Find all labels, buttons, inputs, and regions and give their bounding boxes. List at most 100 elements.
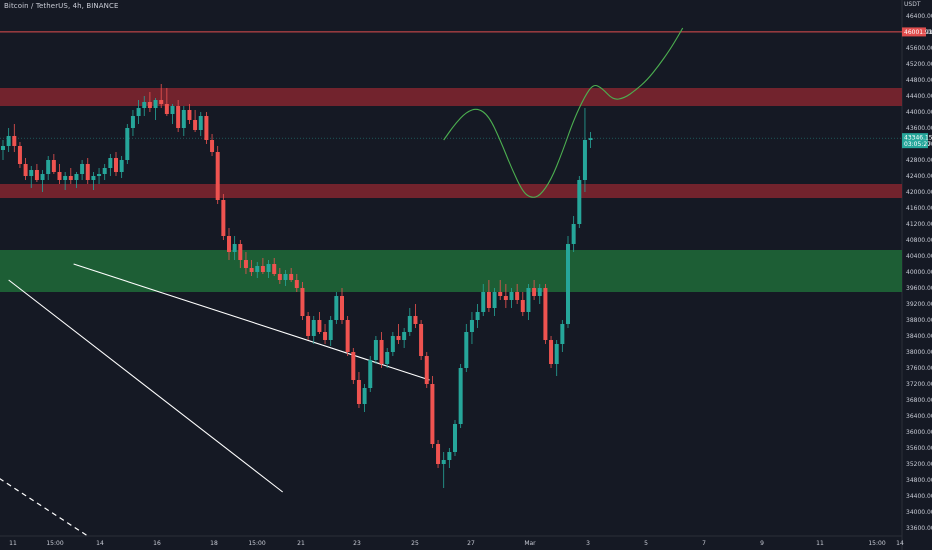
candle: [311, 316, 316, 344]
candle-body: [1, 146, 5, 150]
time-tick-label: 11: [9, 540, 17, 547]
price-tick-label: 34800.00: [906, 477, 932, 484]
candle-body: [402, 332, 407, 340]
candle: [255, 262, 260, 278]
candle-body: [362, 388, 367, 404]
candle-body: [413, 316, 418, 324]
candle-body: [430, 384, 435, 444]
candle: [97, 168, 102, 184]
candle: [300, 282, 305, 320]
candle: [498, 280, 503, 300]
candle: [238, 240, 243, 268]
candle: [193, 110, 198, 132]
candle-body: [243, 260, 248, 268]
candle: [34, 164, 39, 182]
wedge-trendline: [8, 279, 284, 493]
candle-body: [515, 292, 520, 300]
candle-body: [441, 460, 446, 464]
candle-body: [74, 174, 79, 180]
candle: [475, 304, 480, 328]
candle-body: [29, 170, 34, 176]
candle: [436, 440, 441, 468]
candle-body: [311, 320, 316, 336]
candle-body: [204, 116, 209, 140]
price-tick-label: 43600.00: [906, 125, 932, 132]
candle-body: [458, 368, 463, 424]
candle: [390, 332, 395, 356]
candle-body: [469, 320, 474, 332]
candle: [340, 288, 344, 324]
candle: [481, 284, 486, 316]
candle-body: [345, 320, 350, 352]
candle: [492, 288, 497, 316]
candle: [469, 312, 474, 344]
resistance-price-badge: 46001.91: [902, 27, 932, 37]
candle: [328, 316, 333, 346]
candle-body: [260, 266, 265, 272]
candle: [176, 100, 181, 132]
candle: [68, 168, 73, 184]
time-tick-label: 23: [353, 540, 361, 547]
candle: [277, 268, 282, 284]
candle-body: [407, 316, 412, 332]
candles: [1, 84, 593, 488]
candle: [147, 92, 152, 112]
candle-body: [125, 128, 130, 160]
candle: [108, 154, 113, 176]
candle-body: [51, 160, 56, 172]
candle-body: [215, 152, 220, 200]
candle-body: [187, 110, 192, 120]
price-tick-label: 45200.00: [906, 61, 932, 68]
candle-body: [396, 336, 401, 340]
candle: [503, 284, 508, 308]
candle: [289, 268, 294, 282]
candle-body: [97, 174, 102, 176]
price-tick-label: 40800.00: [906, 237, 932, 244]
candle-body: [238, 244, 243, 260]
candle-body: [447, 452, 452, 460]
candle: [243, 252, 248, 274]
candle-body: [486, 292, 491, 308]
candle: [159, 84, 164, 108]
price-tick-label: 35200.00: [906, 461, 932, 468]
candle-body: [368, 360, 373, 388]
time-tick-label: 5: [644, 540, 648, 547]
time-tick-label: 15:00: [248, 540, 265, 547]
candle: [125, 124, 130, 164]
candle-body: [582, 140, 587, 180]
time-tick-label: 27: [467, 540, 475, 547]
candle: [441, 452, 446, 488]
current-price-badge-bg: [902, 133, 928, 149]
candle: [351, 348, 356, 384]
candle: [560, 320, 565, 352]
price-axis[interactable]: 46400.0046000.0045600.0045200.0044800.00…: [906, 13, 932, 532]
candle-body: [588, 138, 593, 140]
candle-body: [509, 292, 514, 300]
price-tick-label: 41200.00: [906, 221, 932, 228]
candle: [136, 100, 141, 124]
candle: [345, 316, 350, 356]
dashed-trendline: [0, 478, 89, 537]
candle-body: [306, 316, 311, 336]
candle: [210, 134, 215, 156]
price-tick-label: 40000.00: [906, 269, 932, 276]
resistance-zone: [0, 88, 902, 106]
time-axis[interactable]: 11 15:00 14 16 18 15:00 21 23 25 27 Mar 3 5 7 9 11 15:00…: [9, 540, 904, 547]
candle-body: [34, 170, 39, 180]
candle-body: [164, 104, 169, 114]
candle-body: [114, 158, 118, 172]
candle: [12, 124, 17, 152]
candle: [430, 376, 435, 448]
candle-body: [63, 176, 68, 180]
candle-body: [379, 340, 384, 364]
projection-line: [443, 27, 684, 198]
time-tick-label: 7: [702, 540, 706, 547]
time-tick-label: 14: [896, 540, 904, 547]
candle-body: [294, 280, 299, 288]
candle: [419, 320, 424, 360]
price-tick-label: 41600.00: [906, 205, 932, 212]
candle-body: [266, 264, 271, 272]
candle: [170, 104, 175, 124]
